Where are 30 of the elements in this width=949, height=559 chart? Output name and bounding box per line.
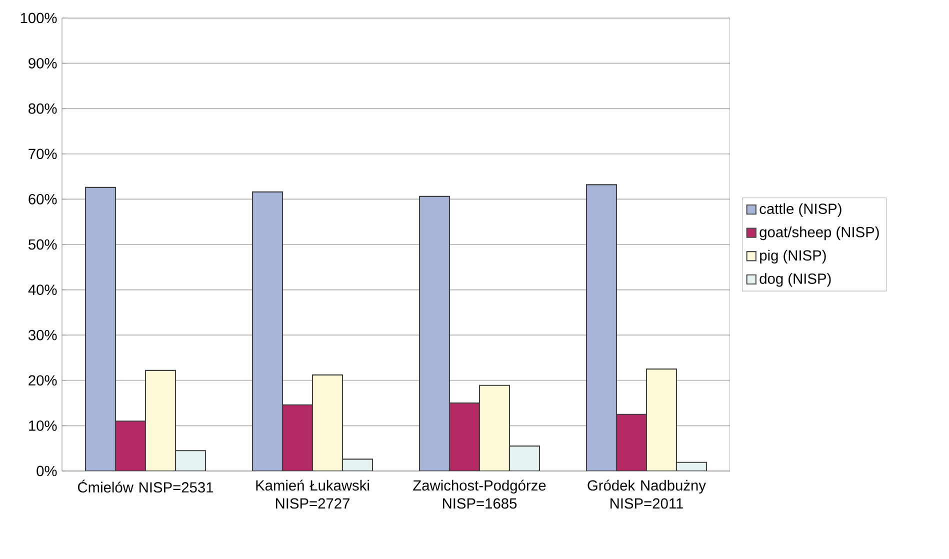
y-tick-label: 90% bbox=[28, 58, 57, 68]
bar bbox=[114, 420, 146, 471]
legend-label: dog (NISP) bbox=[760, 273, 831, 287]
y-tick-label: 30% bbox=[28, 330, 57, 340]
legend-label: goat/sheep (NISP) bbox=[760, 226, 879, 240]
x-tick-label: Kamień Łukawski NISP=2727 bbox=[256, 480, 369, 509]
legend-label: pig (NISP) bbox=[760, 250, 826, 264]
bar bbox=[616, 414, 648, 471]
bar bbox=[282, 404, 314, 471]
bar bbox=[418, 196, 450, 471]
y-tick-label: 50% bbox=[28, 239, 57, 250]
y-tick-label: 60% bbox=[28, 194, 57, 204]
bar bbox=[342, 459, 373, 471]
bar bbox=[252, 191, 284, 471]
bar bbox=[586, 184, 618, 471]
bar bbox=[448, 402, 480, 471]
bar bbox=[84, 186, 116, 471]
y-tick-label: 80% bbox=[28, 103, 57, 114]
bar bbox=[508, 446, 540, 471]
legend-label: cattle (NISP) bbox=[760, 203, 842, 217]
y-tick-label: 100% bbox=[20, 12, 57, 24]
y-tick-label: 70% bbox=[28, 148, 57, 160]
x-tick-label: Zawichost-Podgórze NISP=1685 bbox=[413, 480, 546, 509]
x-tick-label: Gródek Nadbużny NISP=2011 bbox=[588, 480, 706, 509]
x-tick-label: Ćmielów NISP=2531 bbox=[78, 480, 214, 493]
bar bbox=[174, 450, 206, 471]
y-tick-label: 10% bbox=[29, 420, 57, 431]
y-tick-label: 0% bbox=[36, 466, 57, 476]
y-tick-label: 20% bbox=[28, 375, 57, 386]
y-tick-label: 40% bbox=[28, 284, 57, 295]
